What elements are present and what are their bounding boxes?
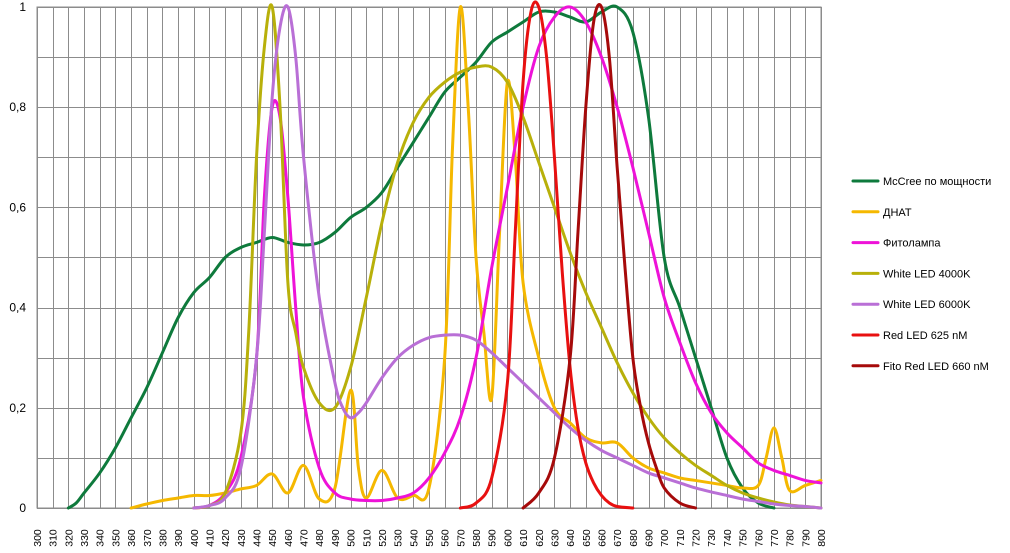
y-tick-label: 0: [19, 501, 26, 515]
x-tick-label: 680: [628, 529, 640, 547]
x-tick-label: 380: [157, 529, 169, 547]
x-tick-label: 370: [142, 529, 154, 547]
x-tick-label: 780: [785, 529, 797, 547]
x-tick-label: 310: [48, 529, 60, 547]
grid: [36, 6, 822, 509]
series-line-6: [521, 3, 698, 510]
legend-label-5: Red LED 625 nM: [883, 330, 967, 342]
series-line-1: [129, 5, 823, 510]
series-line-2: [192, 5, 823, 510]
x-tick-label: 450: [267, 529, 279, 547]
x-tick-label: 410: [204, 529, 216, 547]
series-line-5: [458, 0, 635, 510]
y-tick-label: 0,4: [9, 301, 26, 315]
y-tick-label: 0,8: [9, 100, 26, 114]
x-tick-label: 590: [487, 529, 499, 547]
x-tick-label: 400: [189, 529, 201, 547]
x-tick-label: 610: [518, 529, 530, 547]
x-tick-label: 390: [173, 529, 185, 547]
y-tick-label: 0,2: [9, 401, 26, 415]
x-tick-label: 510: [361, 529, 373, 547]
x-tick-label: 540: [408, 529, 420, 547]
x-axis-ticks: 300 310 320 330 340 350 360 370 380 390 400 410 420 4…: [32, 529, 828, 547]
legend-label-6: Fito Red LED 660 nM: [883, 361, 989, 373]
x-tick-label: 630: [549, 529, 561, 547]
x-tick-label: 440: [252, 529, 264, 547]
x-tick-label: 430: [236, 529, 248, 547]
y-tick-label: 0,6: [9, 200, 26, 214]
x-tick-label: 300: [32, 529, 44, 547]
x-tick-label: 600: [502, 529, 514, 547]
x-tick-label: 650: [581, 529, 593, 547]
x-tick-label: 330: [79, 529, 91, 547]
legend-label-0: McCree по мощности: [883, 176, 991, 188]
x-tick-label: 580: [471, 529, 483, 547]
x-tick-label: 520: [377, 529, 389, 547]
x-tick-label: 570: [455, 529, 467, 547]
series-line-4: [192, 4, 823, 510]
series-line-3: [192, 3, 823, 510]
x-tick-label: 700: [659, 529, 671, 547]
x-tick-label: 800: [816, 529, 828, 547]
x-tick-label: 460: [283, 529, 295, 547]
series-line-0: [66, 4, 776, 510]
legend-label-1: ДНАТ: [883, 207, 912, 219]
x-tick-label: 660: [596, 529, 608, 547]
x-tick-label: 760: [753, 529, 765, 547]
x-tick-label: 550: [424, 529, 436, 547]
x-tick-label: 350: [110, 529, 122, 547]
legend-label-4: White LED 6000K: [883, 299, 971, 311]
x-tick-label: 750: [738, 529, 750, 547]
legend-label-3: White LED 4000K: [883, 268, 971, 280]
x-tick-label: 740: [722, 529, 734, 547]
x-tick-label: 620: [534, 529, 546, 547]
y-tick-label: 1: [19, 0, 26, 14]
x-tick-label: 490: [330, 529, 342, 547]
legend-label-2: Фитолампа: [883, 238, 941, 250]
x-tick-label: 500: [346, 529, 358, 547]
y-axis-ticks: 0 0,2 0,4 0,6 0,8 1: [9, 0, 26, 515]
series-lines: [66, 0, 823, 510]
x-tick-label: 530: [393, 529, 405, 547]
x-tick-label: 480: [314, 529, 326, 547]
x-tick-label: 790: [800, 529, 812, 547]
x-tick-label: 360: [126, 529, 138, 547]
x-tick-label: 770: [769, 529, 781, 547]
legend: McCree по мощности ДНАТ Фитолампа White LED…: [851, 176, 991, 373]
x-tick-label: 420: [220, 529, 232, 547]
x-tick-label: 720: [691, 529, 703, 547]
x-tick-label: 340: [95, 529, 107, 547]
x-tick-label: 470: [299, 529, 311, 547]
x-tick-label: 710: [675, 529, 687, 547]
x-tick-label: 690: [644, 529, 656, 547]
x-tick-label: 670: [612, 529, 624, 547]
x-tick-label: 640: [565, 529, 577, 547]
x-tick-label: 560: [440, 529, 452, 547]
x-tick-label: 730: [706, 529, 718, 547]
x-tick-label: 320: [63, 529, 75, 547]
